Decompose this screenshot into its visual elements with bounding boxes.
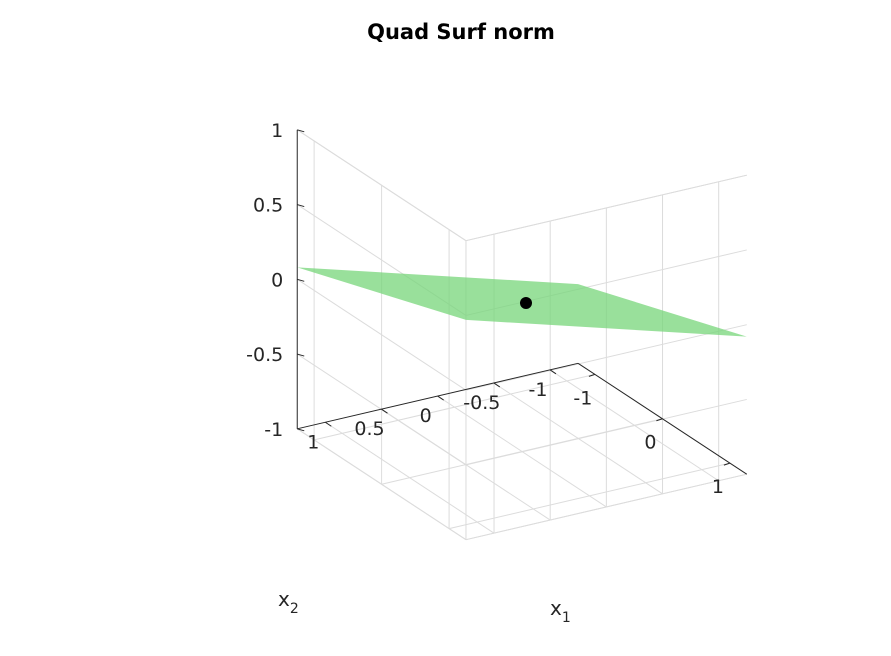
x-axis-label-main: x xyxy=(550,596,562,620)
y-tick-mark xyxy=(493,382,501,388)
y-tick-mark xyxy=(381,408,388,414)
data-point xyxy=(520,297,532,309)
y-axis-label-main: x xyxy=(278,587,290,611)
z-tick-mark xyxy=(297,428,305,432)
y-tick-label: -1 xyxy=(528,379,547,401)
point-layer xyxy=(520,297,532,309)
x-axis-label: x1 xyxy=(550,596,571,626)
z-tick-label: -0.5 xyxy=(246,344,283,366)
side-wall-top-edge xyxy=(465,174,747,242)
y-tick-label: 0.5 xyxy=(354,418,384,440)
x-tick-label: -1 xyxy=(573,387,592,409)
z-tick-mark xyxy=(297,278,305,282)
floor-side-edge xyxy=(465,473,747,541)
z-tick-mark xyxy=(297,353,305,357)
tick-labels: -1 0 1 -1 -0.5 0 0.5 1 -1 -0.5 0 0.5 1 xyxy=(246,120,724,498)
floor-gridline-y xyxy=(325,421,495,534)
y-axis-line xyxy=(297,362,579,430)
z-tick-label: 1 xyxy=(271,120,283,142)
x-axis-label-subscript: 1 xyxy=(562,610,571,626)
y-tick-label: -0.5 xyxy=(463,392,500,414)
z-tick-label: -1 xyxy=(264,419,283,441)
x-tick-label: 0 xyxy=(644,432,656,454)
x-tick-label: 1 xyxy=(712,476,724,498)
y-tick-mark xyxy=(549,369,557,375)
side-wall-gridline-z xyxy=(465,324,747,391)
z-tick-label: 0.5 xyxy=(253,195,283,217)
y-tick-mark xyxy=(437,395,444,401)
y-axis-label: x2 xyxy=(278,587,299,617)
grid-layer xyxy=(296,129,747,541)
back-wall-gridline-z xyxy=(296,278,467,391)
z-tick-mark xyxy=(297,204,305,208)
z-tick-label: 0 xyxy=(271,269,283,291)
chart-title: Quad Surf norm xyxy=(367,20,555,44)
y-tick-mark xyxy=(325,421,332,427)
y-axis-label-subscript: 2 xyxy=(290,601,299,617)
z-tick-mark xyxy=(297,129,305,133)
x-tick-mark xyxy=(723,462,731,466)
axis-layer xyxy=(296,129,748,475)
floor-back-edge xyxy=(296,428,467,541)
x-tick-mark xyxy=(588,373,596,377)
x-tick-mark xyxy=(656,418,663,422)
y-tick-label: 1 xyxy=(307,431,319,453)
back-wall-top-edge xyxy=(296,129,467,242)
y-tick-label: 0 xyxy=(420,405,432,427)
side-wall-gridline-z xyxy=(465,398,747,466)
